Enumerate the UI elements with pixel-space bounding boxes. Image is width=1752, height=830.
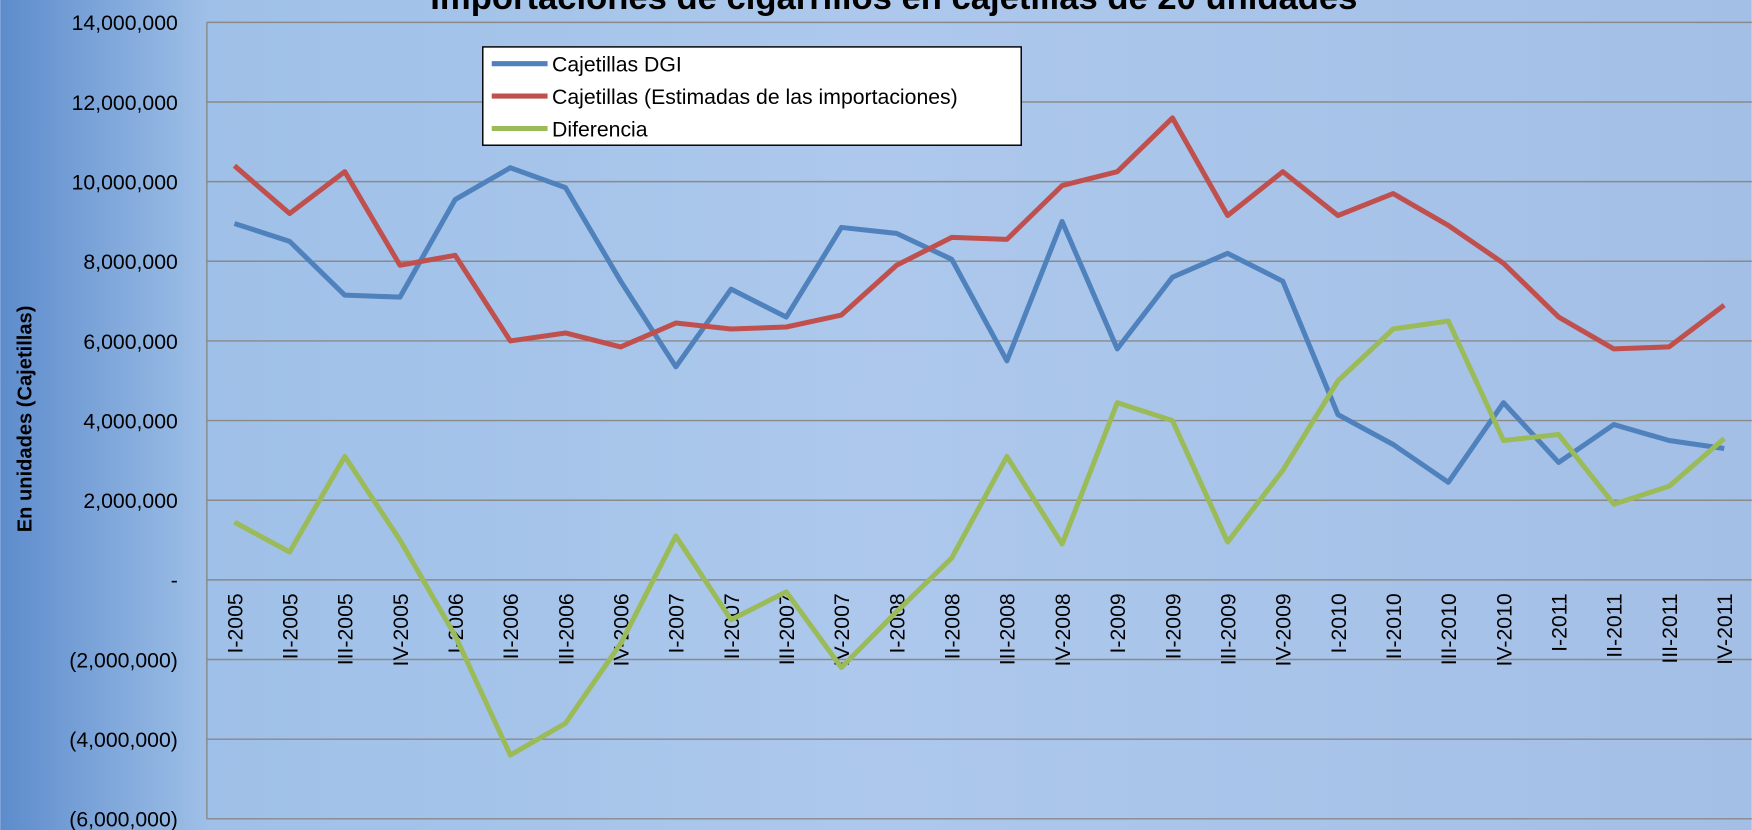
x-tick-label: I-2010	[1328, 593, 1351, 653]
legend-label: Cajetillas (Estimadas de las importacion…	[552, 86, 958, 109]
x-tick-label: III-2010	[1438, 593, 1461, 665]
x-tick-label: I-2011	[1549, 593, 1572, 652]
series-line	[232, 115, 1726, 352]
series-line	[233, 318, 1726, 758]
x-tick-label: III-2006	[555, 593, 578, 665]
x-tick-label: III-2005	[335, 593, 358, 665]
x-tick-label: III-2011	[1659, 593, 1682, 663]
legend-box	[482, 46, 1022, 146]
x-tick-label: IV-2007	[831, 593, 854, 666]
series-line	[233, 165, 1725, 485]
y-tick-label: (6,000,000)	[69, 809, 178, 830]
x-tick-label: III-2007	[776, 593, 799, 665]
y-axis-label: En unidades (Cajetillas)	[14, 306, 36, 533]
y-tick-label: 10,000,000	[72, 171, 178, 194]
x-tick-label: IV-2011	[1714, 593, 1737, 665]
y-tick-label: (4,000,000)	[69, 729, 178, 752]
x-tick-label: IV-2005	[390, 593, 413, 666]
x-tick-label: II-2008	[942, 593, 965, 659]
y-tick-label: 8,000,000	[83, 251, 177, 274]
y-tick-label: -	[171, 570, 178, 593]
x-tick-label: II-2009	[1162, 593, 1185, 659]
x-tick-label: II-2006	[500, 593, 523, 659]
x-tick-label: II-2007	[721, 593, 744, 659]
x-tick-label: I-2006	[445, 593, 468, 653]
x-tick-label: II-2010	[1383, 593, 1406, 659]
x-tick-label: IV-2008	[1052, 593, 1075, 666]
x-tick-label: III-2009	[1217, 593, 1240, 665]
chart-title: Importaciones de cigarrillos en cajetill…	[430, 0, 1357, 17]
legend-label: Cajetillas DGI	[552, 53, 682, 76]
y-tick-label: (2,000,000)	[69, 649, 178, 672]
x-tick-label: II-2011	[1604, 593, 1627, 658]
y-tick-label: 4,000,000	[83, 410, 177, 433]
x-tick-label: I-2009	[1107, 593, 1130, 653]
y-tick-label: 12,000,000	[72, 92, 178, 115]
x-tick-label: IV-2010	[1493, 593, 1516, 666]
x-tick-label: III-2008	[997, 593, 1020, 665]
x-tick-label: IV-2009	[1273, 593, 1296, 666]
x-tick-label: I-2007	[666, 593, 689, 653]
y-tick-label: 6,000,000	[83, 331, 177, 354]
y-tick-label: 2,000,000	[83, 490, 177, 513]
legend-label: Diferencia	[552, 118, 648, 141]
x-tick-label: II-2005	[279, 593, 302, 659]
x-tick-label: I-2005	[224, 593, 247, 653]
y-tick-label: 14,000,000	[72, 12, 178, 35]
